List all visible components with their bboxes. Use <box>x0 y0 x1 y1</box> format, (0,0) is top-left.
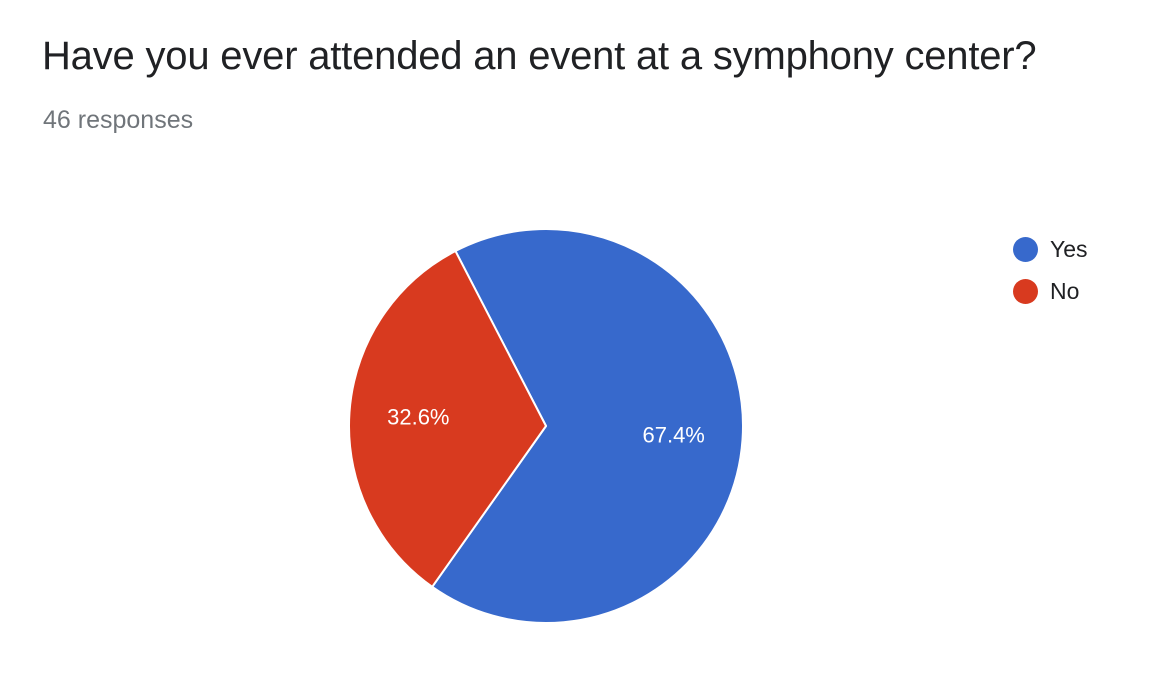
legend-item-yes[interactable]: Yes <box>1013 228 1088 270</box>
legend-label: No <box>1050 277 1080 304</box>
legend-label: Yes <box>1050 235 1088 262</box>
slice-label-yes: 67.4% <box>642 422 704 447</box>
slice-label-no: 32.6% <box>387 405 449 430</box>
legend-swatch-icon <box>1013 236 1038 262</box>
legend-item-no[interactable]: No <box>1013 270 1088 312</box>
legend-swatch-icon <box>1013 278 1038 304</box>
pie-slice-yes[interactable] <box>431 228 744 624</box>
response-count: 46 responses <box>43 106 194 134</box>
pie-slice-no[interactable] <box>348 250 547 588</box>
chart-legend: Yes No <box>1013 228 1088 312</box>
chart-title: Have you ever attended an event at a sym… <box>42 34 1037 78</box>
